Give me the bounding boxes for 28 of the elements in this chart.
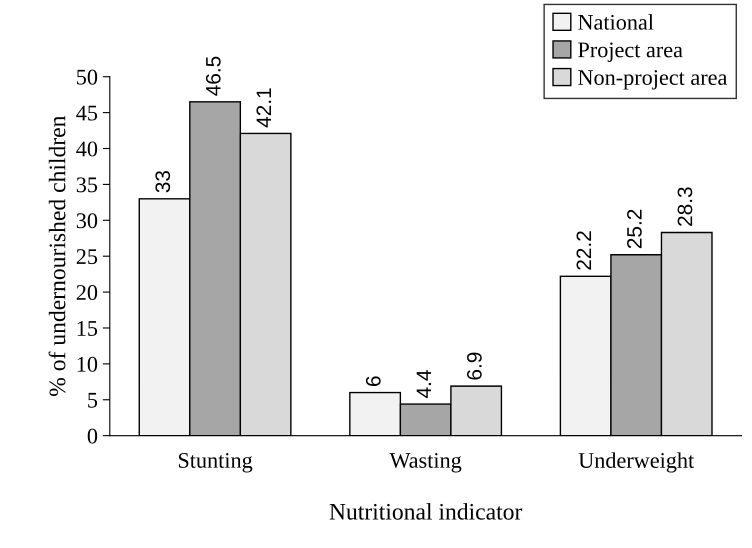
data-label: 6 (366, 376, 381, 386)
y-tick-label: 30 (76, 213, 98, 228)
data-label: 4.4 (416, 370, 432, 398)
x-tick-label: Wasting (390, 452, 462, 472)
legend-label: National (578, 14, 654, 30)
y-tick-label: 45 (76, 106, 98, 121)
x-axis-title: Nutritional indicator (330, 503, 522, 520)
y-tick-label: 20 (76, 285, 98, 300)
data-label: 6.9 (467, 352, 482, 380)
y-tick-label: 0 (88, 428, 98, 444)
y-tick-label: 50 (77, 70, 98, 85)
data-label: 28.3 (678, 187, 692, 226)
y-tick-label: 15 (78, 321, 98, 336)
data-label: 42.1 (256, 88, 271, 128)
legend-label: Non-project area (578, 70, 728, 90)
y-tick-label: 40 (76, 141, 98, 156)
y-tick-label: 10 (78, 356, 98, 372)
data-label: 25.2 (627, 210, 642, 248)
data-label: 46.5 (206, 56, 221, 96)
x-tick-label: Underweight (578, 452, 694, 473)
legend-label: Project area (578, 42, 683, 62)
y-tick-label: 35 (76, 177, 98, 192)
data-label: 22.2 (576, 231, 592, 270)
data-label: 33 (155, 170, 170, 192)
y-tick-label: 5 (88, 392, 98, 408)
y-axis-title: % of undernourished children (48, 116, 66, 396)
y-tick-label: 25 (76, 249, 98, 264)
x-tick-label: Stunting (178, 452, 252, 472)
